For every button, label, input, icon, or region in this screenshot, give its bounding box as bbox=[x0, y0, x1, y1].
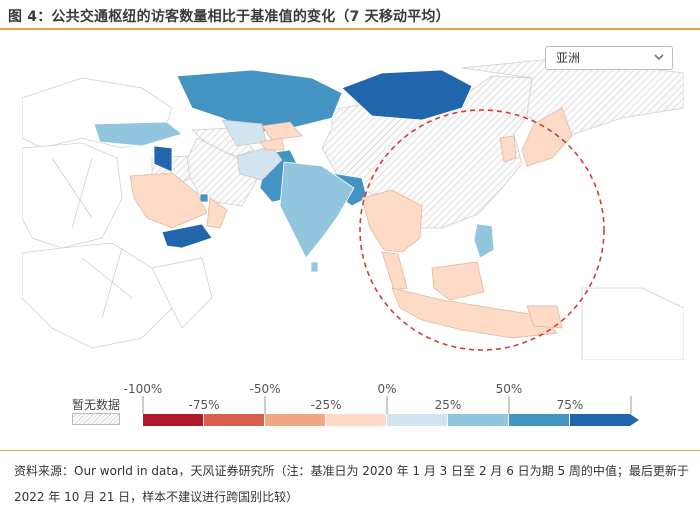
region-mongolia bbox=[341, 69, 473, 121]
legend-tick-label: 0% bbox=[377, 382, 397, 396]
legend-bin bbox=[387, 414, 447, 426]
legend-bin bbox=[448, 414, 508, 426]
legend-tick-label: -100% bbox=[123, 382, 163, 396]
legend-bin bbox=[570, 414, 630, 426]
title-divider bbox=[0, 28, 700, 30]
legend-colorbar bbox=[142, 396, 639, 426]
region-kuwait bbox=[153, 145, 173, 173]
region-sri-lanka bbox=[310, 261, 319, 273]
highlight-circle bbox=[359, 109, 605, 351]
chevron-down-icon bbox=[654, 54, 664, 61]
color-legend: 暂无数据 -100% -50% 0% 50% -75% -25% 25% 75% bbox=[0, 370, 700, 440]
region-oman bbox=[206, 197, 228, 229]
region-philippines bbox=[473, 223, 495, 259]
no-data-swatch bbox=[72, 413, 120, 425]
region-dropdown[interactable]: 亚洲 bbox=[545, 46, 673, 70]
region-dropdown-value: 亚洲 bbox=[556, 51, 581, 65]
legend-bin bbox=[265, 414, 325, 426]
region-saudi-arabia bbox=[129, 172, 208, 229]
region-india bbox=[279, 161, 355, 259]
legend-tick-label: -50% bbox=[249, 382, 281, 396]
legend-tick-label: 50% bbox=[495, 382, 523, 396]
region-indochina bbox=[361, 189, 423, 253]
legend-bin bbox=[204, 414, 264, 426]
legend-tick-label: -75% bbox=[188, 398, 220, 412]
dark-blue-areas bbox=[153, 69, 473, 249]
no-data-label: 暂无数据 bbox=[72, 398, 121, 412]
legend-arrow-tip bbox=[630, 414, 639, 426]
region-indonesia bbox=[391, 287, 558, 339]
legend-tick-label: 25% bbox=[434, 398, 462, 412]
region-malay-peninsula bbox=[381, 251, 408, 291]
peach-areas bbox=[129, 107, 573, 339]
region-kazakhstan bbox=[176, 69, 343, 134]
legend-bin bbox=[509, 414, 569, 426]
region-yemen bbox=[161, 223, 213, 249]
region-png bbox=[526, 305, 563, 329]
legend-bin bbox=[326, 414, 386, 426]
source-divider bbox=[0, 450, 700, 451]
choropleth-map[interactable] bbox=[21, 38, 685, 361]
legend-bin bbox=[143, 414, 203, 426]
region-tajikistan bbox=[259, 137, 285, 151]
legend-tick-label: 75% bbox=[556, 398, 584, 412]
region-japan bbox=[521, 107, 573, 167]
light-blue-areas bbox=[93, 121, 495, 273]
region-borneo bbox=[431, 261, 485, 301]
region-kyrgyzstan bbox=[261, 121, 303, 141]
figure-title: 图 4：公共交通枢纽的访客数量相比于基准值的变化（7 天移动平均） bbox=[8, 9, 450, 25]
legend-tick-label: -25% bbox=[310, 398, 342, 412]
region-turkey bbox=[93, 121, 183, 147]
region-korea bbox=[499, 135, 517, 163]
source-note: 资料来源：Our world in data，天风证券研究所（注：基准日为 20… bbox=[14, 464, 689, 504]
